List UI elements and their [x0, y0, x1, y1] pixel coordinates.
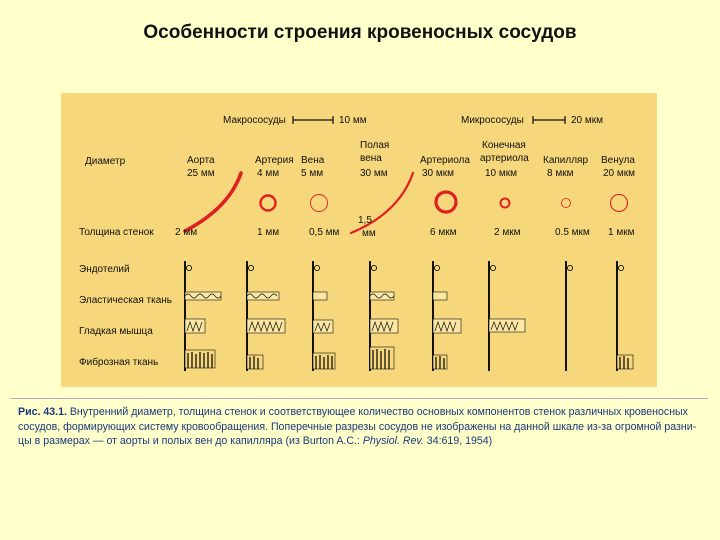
- wall-composition-aorta: [184, 261, 222, 371]
- figure-number: Рис. 43.1.: [18, 406, 67, 418]
- macro-scale-label: Макрососуды: [223, 115, 286, 126]
- vessel-diameter-capillary: 8 мкм: [547, 168, 574, 179]
- figure-panel: Макрососуды 10 мм Микрососуды 20 мкм Диа…: [61, 93, 657, 387]
- vessel-name-artery: Артерия: [255, 155, 294, 166]
- wall-composition-artery: [246, 261, 286, 371]
- wall-composition-venule: [616, 261, 634, 371]
- capillary-cross-section: [561, 198, 571, 208]
- vessel-diagram: Макрососуды 10 мм Микрососуды 20 мкм Диа…: [79, 115, 635, 371]
- wall-thickness-vena-cava-line1: 1,5: [358, 215, 372, 226]
- wall-composition-arteriole: [432, 261, 462, 371]
- figure-caption: Рис. 43.1. Внутренний диаметр, толщина с…: [18, 405, 706, 449]
- micro-scale-value: 20 мкм: [571, 115, 603, 126]
- vessel-name-vena-cava-line1: Полая: [360, 140, 389, 151]
- vessel-name-venule: Венула: [601, 155, 635, 166]
- aorta-wall-arc: [183, 171, 243, 233]
- caption-line-3: цы в размерах — от аорты и полых вен до …: [18, 435, 363, 447]
- caption-divider: [10, 398, 708, 399]
- micro-scale-label: Микрососуды: [461, 115, 524, 126]
- wall-thickness-arteriole: 6 мкм: [430, 227, 457, 238]
- row-label-diameter: Диаметр: [85, 156, 126, 167]
- vessel-diameter-vein: 5 мм: [301, 168, 323, 179]
- arteriole-cross-section: [434, 190, 458, 214]
- wall-thickness-aorta: 2 мм: [175, 227, 197, 238]
- vessel-diameter-vena-cava: 30 мм: [360, 168, 388, 179]
- wall-thickness-artery: 1 мм: [257, 227, 279, 238]
- vessel-name-aorta: Аорта: [187, 155, 215, 166]
- wall-thickness-capillary: 0.5 мкм: [555, 227, 590, 238]
- wall-thickness-vena-cava-line2: мм: [362, 228, 376, 239]
- venule-cross-section: [609, 193, 629, 213]
- caption-line-1: Внутренний диаметр, толщина стенок и соо…: [66, 406, 688, 418]
- vessel-name-vein: Вена: [301, 155, 325, 166]
- caption-line-2: сосудов, формирующих систему кровообраще…: [18, 420, 697, 433]
- terminal-arteriole-cross-section: [499, 197, 511, 209]
- wall-composition-terminal-arteriole: [488, 261, 526, 371]
- wall-composition-capillary: [565, 261, 574, 371]
- row-label-endothelium: Эндотелий: [79, 264, 130, 275]
- caption-journal: Physiol. Rev.: [362, 435, 424, 447]
- wall-composition-vein: [312, 261, 336, 371]
- vessel-diameter-aorta: 25 мм: [187, 168, 215, 179]
- slide-title: Особенности строения кровеносных сосудов: [143, 22, 577, 43]
- vessel-diameter-arteriole: 30 мкм: [422, 168, 454, 179]
- macro-scale-value: 10 мм: [339, 115, 367, 126]
- vessel-diameter-venule: 20 мкм: [603, 168, 635, 179]
- row-label-fibrous: Фиброзная ткань: [79, 356, 158, 368]
- vein-cross-section: [310, 194, 328, 212]
- row-label-elastic: Эластическая ткань: [79, 295, 172, 306]
- vena-cava-wall-arc: [349, 171, 415, 235]
- row-label-smooth-muscle: Гладкая мышца: [79, 326, 153, 337]
- vessel-name-capillary: Капилляр: [543, 155, 588, 166]
- caption-citation: 34:619, 1954): [423, 435, 493, 447]
- vessel-name-terminal-arteriole-line1: Конечная: [482, 140, 526, 151]
- vessel-name-arteriole: Артериола: [420, 155, 470, 166]
- wall-thickness-venule: 1 мкм: [608, 227, 635, 238]
- row-label-wall-thickness: Толщина стенок: [79, 227, 154, 238]
- wall-thickness-vein: 0,5 мм: [309, 227, 340, 238]
- artery-cross-section: [259, 194, 277, 212]
- wall-thickness-terminal-arteriole: 2 мкм: [494, 227, 521, 238]
- vessel-diameter-artery: 4 мм: [257, 168, 279, 179]
- vessel-diameter-terminal-arteriole: 10 мкм: [485, 168, 517, 179]
- vessel-name-vena-cava-line2: вена: [360, 153, 382, 164]
- vessel-name-terminal-arteriole-line2: артериола: [480, 153, 529, 164]
- wall-composition-vena-cava: [369, 261, 399, 371]
